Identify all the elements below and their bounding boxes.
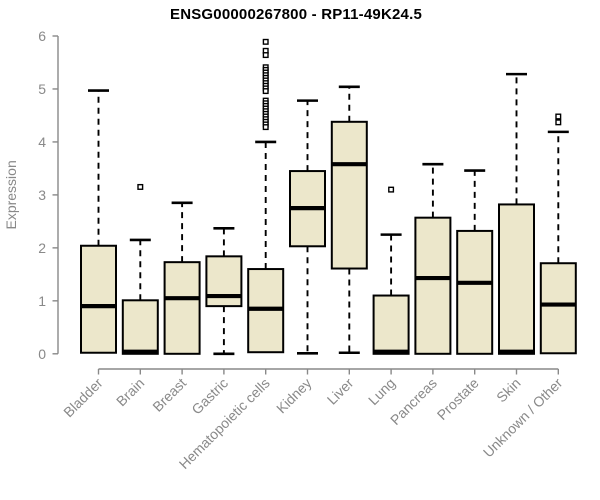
outlier-point	[555, 113, 562, 120]
box-brain	[121, 183, 159, 355]
y-tick-label: 3	[38, 187, 46, 203]
x-tick-label: Breast	[149, 375, 189, 415]
box-breast	[163, 201, 201, 355]
iqr-box	[163, 261, 201, 355]
y-tick-label: 2	[38, 240, 46, 256]
box-gastric	[205, 226, 243, 356]
iqr-box	[414, 216, 452, 355]
x-tick-label: Unknown / Other	[480, 375, 566, 461]
y-axis: 0 1 2 3 4 5 6 Expression	[3, 28, 59, 362]
box-hematopoietic-cells	[247, 38, 285, 354]
iqr-box	[498, 203, 535, 355]
x-tick-label: Liver	[324, 375, 357, 408]
chart-title: ENSG00000267800 - RP11-49K24.5	[169, 6, 422, 23]
iqr-box	[80, 244, 117, 354]
box-bladder	[80, 89, 117, 354]
iqr-box	[205, 255, 243, 308]
iqr-box	[372, 294, 410, 355]
y-axis-title: Expression	[3, 160, 19, 229]
box-unknown-other	[539, 113, 577, 355]
box-liver	[330, 85, 368, 355]
iqr-box	[330, 120, 368, 270]
box-skin	[498, 72, 535, 355]
outlier-point	[262, 88, 269, 95]
iqr-box	[121, 299, 159, 355]
outlier-point	[555, 119, 562, 126]
iqr-box	[539, 262, 577, 355]
x-tick-label: Brain	[113, 375, 147, 409]
x-tick-label: Bladder	[60, 375, 106, 421]
outlier-point	[262, 52, 269, 59]
iqr-box	[456, 229, 494, 355]
box-prostate	[456, 169, 494, 355]
x-tick-label: Skin	[493, 375, 524, 406]
outlier-point	[262, 124, 269, 131]
y-tick-label: 0	[38, 346, 46, 362]
outlier-point	[137, 183, 144, 190]
x-tick-label: Lung	[365, 375, 398, 408]
y-tick-label: 4	[38, 134, 46, 150]
y-tick-label: 1	[38, 293, 46, 309]
box-pancreas	[414, 162, 452, 355]
box-kidney	[289, 99, 326, 355]
y-tick-label: 5	[38, 81, 46, 97]
x-tick-label: Kidney	[273, 375, 315, 417]
y-tick-label: 6	[38, 28, 46, 44]
box-lung	[372, 186, 410, 355]
x-tick-label: Prostate	[434, 375, 482, 423]
outlier-point	[388, 186, 395, 193]
outlier-point	[262, 38, 269, 45]
